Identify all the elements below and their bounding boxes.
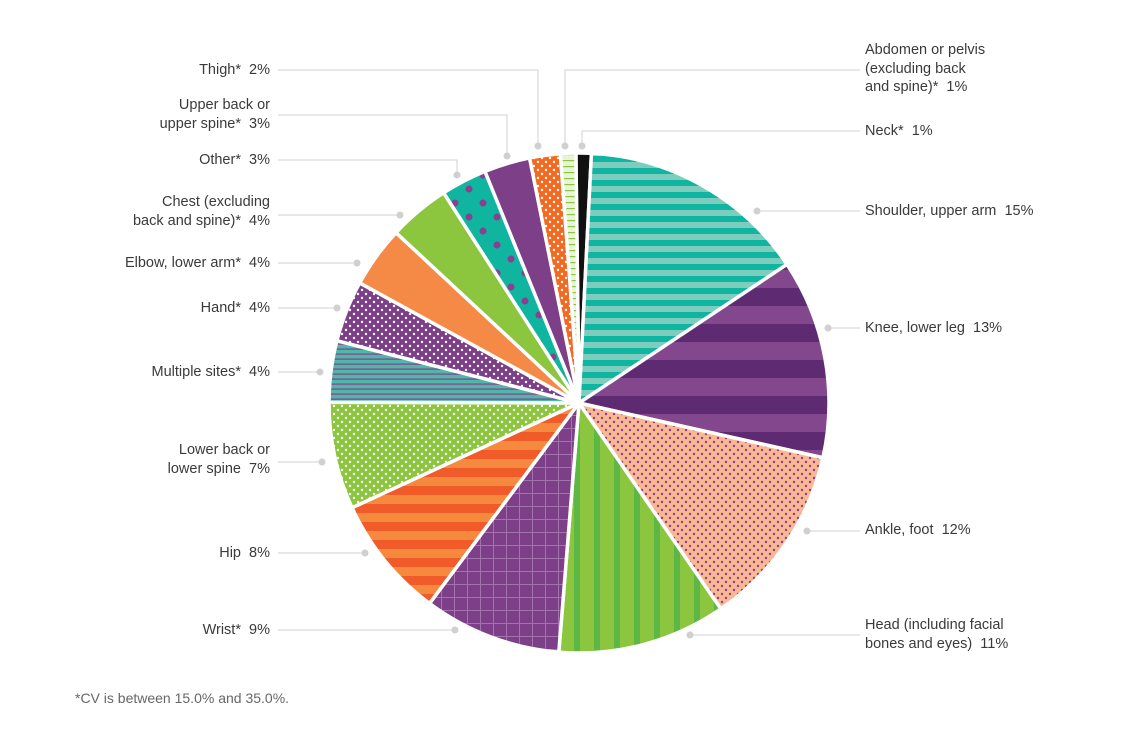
leader-dot [316,368,324,376]
leader-line [581,130,860,146]
slice-value: 11% [972,635,1009,652]
slice-label: Knee, lower leg 13% [865,319,1002,338]
slice-label-text: Ankle, foot [865,522,934,538]
slice-label-text: Multiple sites* [151,364,241,380]
slice-value: 4% [240,364,270,380]
leader-dot [333,304,341,312]
slice-label-text: Chest (excluding back and spine)* [132,194,270,229]
slice-label: Upper back or upper spine* 3% [160,96,270,133]
leader-dot [453,171,461,179]
slice-value: 4% [240,300,270,316]
slice-label-text: Hand* [200,300,241,316]
slice-label: Head (including facial bones and eyes) 1… [865,616,1008,653]
slice-value: 13% [964,320,1003,336]
slice-label: Hand* 4% [201,299,270,318]
slice-label: Multiple sites* 4% [152,363,270,382]
slice-label: Shoulder, upper arm 15% [865,202,1033,221]
pie-slice [558,151,581,405]
leader-line [278,114,508,156]
slice-value: 12% [933,522,971,538]
leader-dot [451,626,459,634]
slice-label-text: Thigh* [199,62,241,78]
slice-label-text: Elbow, lower arm* [124,255,241,271]
pie-slice [577,401,825,611]
slice-label-text: Shoulder, upper arm [865,203,997,219]
slice-value: 1% [938,79,968,95]
slice-label-text: Abdomen or pelvis (excluding back and sp… [865,42,986,95]
slice-label-text: Hip [219,545,241,561]
slice-label: Wrist* 9% [203,621,270,640]
slice-label-text: Wrist* [202,622,241,638]
slice-label: Elbow, lower arm* 4% [125,254,270,273]
slice-label-text: Knee, lower leg [865,320,965,336]
leader-dot [578,142,586,150]
leader-dot [353,259,361,267]
slice-value: 2% [240,62,270,78]
slice-value: 1% [903,123,933,139]
leader-dot [803,527,811,535]
leader-line [278,69,539,146]
slice-label-text: Upper back or upper spine* [159,97,270,132]
slice-value: 3% [240,115,270,132]
slice-value: 8% [240,545,270,561]
pie-slice [427,401,581,654]
slice-label: Hip 8% [219,544,270,563]
slice-label: Thigh* 2% [199,61,270,80]
pie-slice [577,262,831,460]
slice-value: 4% [240,212,270,229]
slice-value: 4% [240,255,270,271]
slice-label-text: Head (including facial bones and eyes) [865,617,1004,652]
leader-dot [686,631,694,639]
leader-dot [318,458,326,466]
leader-dot [753,207,761,215]
leader-line [564,69,860,146]
footnote: *CV is between 15.0% and 35.0%. [75,690,290,706]
leader-dot [824,324,832,332]
leader-line [278,159,458,175]
pie-slice [350,401,581,606]
slice-value: 15% [996,203,1034,219]
slice-label: Other* 3% [199,151,270,170]
slice-label: Ankle, foot 12% [865,521,971,540]
leader-dot [503,152,511,160]
leader-dot [534,142,542,150]
slice-label: Neck* 1% [865,122,933,141]
pie-slice [557,401,723,655]
slice-value: 7% [240,460,270,477]
slice-label-text: Neck* [865,123,904,139]
leader-dot [361,549,369,557]
slice-label: Chest (excluding back and spine)* 4% [133,193,270,230]
slice-label-text: Other* [199,152,241,168]
pie-slice [327,400,581,510]
slice-label-text: Lower back or lower spine [167,442,270,477]
pie-slice [577,151,789,405]
slice-label: Abdomen or pelvis (excluding back and sp… [865,41,985,97]
slice-value: 3% [240,152,270,168]
slice-label: Lower back or lower spine 7% [168,441,270,478]
slice-value: 9% [240,622,270,638]
leader-dot [396,211,404,219]
leader-dot [561,142,569,150]
